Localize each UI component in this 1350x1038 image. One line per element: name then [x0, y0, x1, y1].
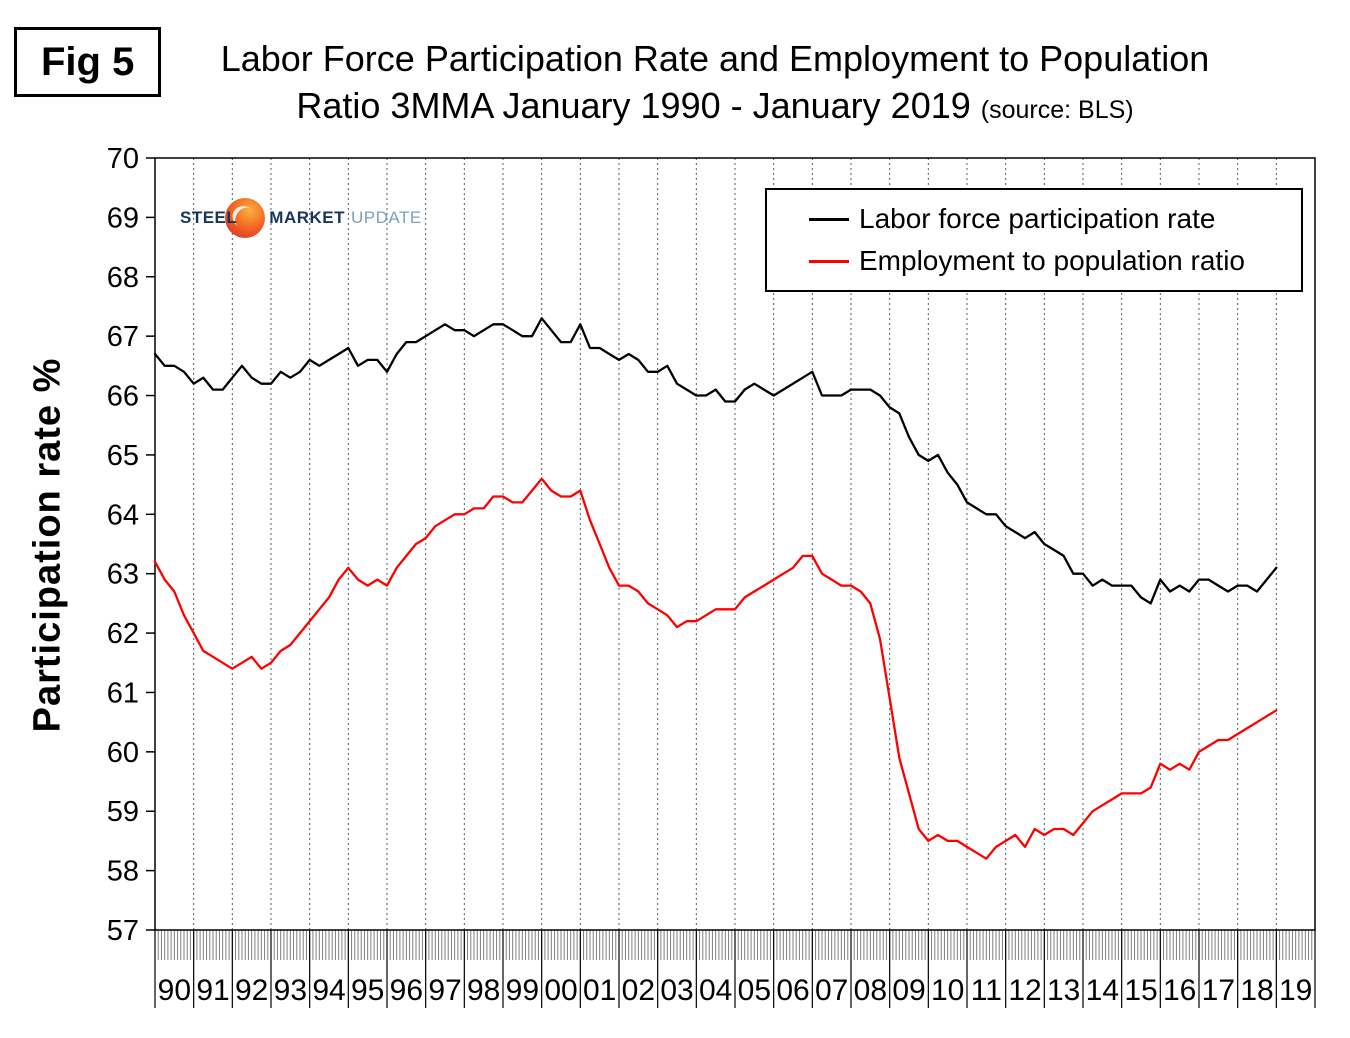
x-year-label: 95: [351, 974, 384, 1007]
figure-label-box: Fig 5: [14, 27, 162, 97]
x-year-label: 98: [467, 974, 500, 1007]
x-year-label: 03: [660, 974, 693, 1007]
series-line-0: [153, 317, 1278, 605]
plot-border: [154, 157, 1316, 931]
x-year-label: 93: [274, 974, 307, 1007]
y-tick-label: 64: [107, 499, 139, 531]
chart-title: Labor Force Participation Rate and Emplo…: [80, 36, 1350, 130]
x-year-label: 94: [312, 974, 345, 1007]
x-year-label: 10: [931, 974, 964, 1007]
x-year-label: 04: [699, 974, 732, 1007]
red-line-sample-icon: [809, 259, 849, 263]
chart-title-line2: Ratio 3MMA January 1990 - January 2019 (…: [80, 83, 1350, 130]
x-year-label: 18: [1240, 974, 1273, 1007]
x-year-label: 99: [506, 974, 539, 1007]
x-year-label: 90: [158, 974, 191, 1007]
x-year-label: 19: [1279, 974, 1312, 1007]
y-tick-label: 69: [107, 202, 139, 234]
x-year-label: 96: [390, 974, 423, 1007]
x-year-label: 11: [971, 974, 1002, 1007]
chart-legend: Labor force participation rate Employmen…: [765, 188, 1303, 292]
figure-label: Fig 5: [41, 40, 135, 84]
y-tick-label: 58: [107, 856, 139, 888]
logo-word-update: UPDATE: [351, 208, 422, 227]
x-year-label: 07: [815, 974, 848, 1007]
chart-title-line2-text: Ratio 3MMA January 1990 - January 2019: [296, 84, 971, 126]
x-year-label: 97: [428, 974, 461, 1007]
x-year-label: 91: [196, 974, 229, 1007]
y-tick-label: 63: [107, 559, 139, 591]
x-year-label: 16: [1163, 974, 1196, 1007]
y-tick-label: 70: [107, 143, 139, 175]
y-tick-label: 61: [107, 677, 139, 709]
logo-word-steel: STEEL: [180, 208, 238, 227]
logo-word-market: MARKET: [269, 208, 346, 227]
legend-label-lfpr: Labor force participation rate: [859, 203, 1216, 234]
y-tick-label: 57: [107, 915, 139, 947]
black-line-sample-icon: [809, 217, 849, 221]
logo-ball-icon: [225, 198, 266, 238]
source-note: (source: BLS): [980, 95, 1134, 124]
chart-title-line1: Labor Force Participation Rate and Emplo…: [220, 38, 1210, 79]
y-tick-label: 66: [107, 381, 139, 413]
smu-logo: STEEL MARKET UPDATE: [180, 198, 422, 238]
x-year-label: 15: [1124, 974, 1157, 1007]
y-tick-label: 65: [107, 440, 139, 472]
x-year-label: 12: [1008, 974, 1041, 1007]
x-year-label: 00: [544, 974, 577, 1007]
x-year-label: 09: [892, 974, 925, 1007]
x-year-label: 06: [776, 974, 809, 1007]
legend-label-epop: Employment to population ratio: [859, 245, 1245, 276]
series-line-1: [153, 477, 1278, 860]
x-year-label: 14: [1086, 974, 1119, 1007]
y-tick-label: 67: [107, 321, 139, 353]
y-tick-label: 62: [107, 618, 139, 650]
x-year-label: 17: [1202, 974, 1235, 1007]
y-tick-label: 59: [107, 796, 139, 828]
x-year-label: 08: [854, 974, 887, 1007]
legend-item-epop: Employment to population ratio: [809, 245, 1301, 277]
y-tick-label: 60: [107, 737, 139, 769]
x-year-label: 01: [583, 974, 616, 1007]
y-tick-label: 68: [107, 262, 139, 294]
legend-item-lfpr: Labor force participation rate: [809, 203, 1301, 235]
x-year-label: 92: [235, 974, 268, 1007]
x-year-label: 13: [1047, 974, 1080, 1007]
x-year-label: 02: [622, 974, 655, 1007]
x-year-label: 05: [738, 974, 771, 1007]
